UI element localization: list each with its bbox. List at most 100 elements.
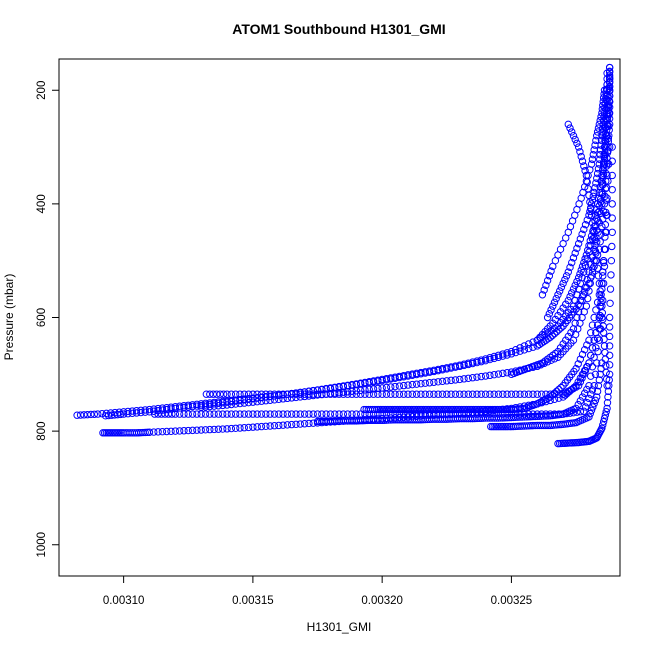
- data-point: [339, 388, 348, 396]
- data-point: [554, 291, 562, 299]
- data-point: [516, 390, 524, 398]
- data-point: [591, 236, 600, 244]
- data-point: [599, 296, 607, 305]
- data-point: [592, 306, 600, 314]
- data-point: [425, 390, 434, 398]
- data-point: [404, 371, 412, 379]
- data-point: [594, 228, 602, 236]
- data-point: [400, 371, 408, 380]
- data-point: [210, 425, 218, 434]
- data-point: [253, 390, 261, 398]
- data-point: [580, 345, 589, 354]
- data-point: [231, 400, 240, 408]
- data-point: [417, 379, 425, 388]
- data-point: [361, 390, 369, 398]
- data-point: [305, 390, 313, 398]
- data-point: [566, 263, 574, 272]
- data-point: [585, 359, 593, 367]
- data-point: [197, 426, 205, 434]
- data-point: [589, 264, 597, 272]
- data-point: [460, 360, 468, 368]
- data-point: [599, 94, 608, 102]
- data-point: [468, 374, 477, 382]
- data-point: [309, 410, 317, 418]
- x-tick-label: 0.00315: [232, 595, 274, 607]
- data-point: [585, 211, 593, 219]
- data-point: [197, 410, 205, 418]
- data-point: [605, 73, 614, 81]
- data-point: [378, 375, 386, 384]
- data-point: [434, 378, 442, 386]
- data-point: [296, 390, 304, 398]
- data-point: [583, 363, 591, 371]
- data-point: [593, 174, 601, 183]
- data-point: [335, 410, 343, 418]
- data-point: [581, 255, 589, 263]
- data-point: [171, 427, 180, 435]
- data-point: [601, 233, 609, 241]
- data-point: [589, 226, 597, 235]
- data-point: [292, 420, 300, 429]
- data-point: [447, 390, 455, 398]
- data-point: [404, 381, 412, 389]
- data-point: [219, 390, 228, 398]
- data-point: [425, 379, 434, 387]
- data-point: [576, 355, 585, 363]
- data-point: [538, 291, 547, 299]
- data-point: [580, 389, 589, 397]
- data-point: [559, 393, 567, 401]
- data-point: [594, 347, 602, 356]
- data-point: [603, 381, 611, 390]
- data-point: [223, 401, 231, 409]
- data-point: [412, 369, 421, 378]
- data-point: [206, 400, 214, 409]
- data-point: [490, 390, 498, 398]
- data-point: [587, 200, 596, 208]
- data-point: [555, 287, 564, 295]
- data-point: [520, 346, 529, 354]
- data-point: [322, 410, 330, 418]
- data-point: [227, 424, 236, 433]
- data-point: [219, 410, 227, 418]
- data-point: [568, 289, 576, 297]
- data-point: [569, 285, 578, 293]
- data-point: [175, 410, 184, 418]
- data-point: [128, 409, 136, 418]
- data-point: [592, 249, 600, 257]
- data-point: [309, 390, 317, 398]
- data-point: [605, 342, 614, 350]
- data-point: [296, 410, 304, 418]
- data-point: [597, 298, 605, 307]
- data-point: [576, 378, 585, 386]
- data-point: [607, 256, 616, 265]
- data-point: [599, 97, 607, 106]
- data-point: [602, 408, 610, 416]
- data-point: [580, 225, 588, 234]
- data-point: [421, 390, 429, 398]
- data-point: [249, 398, 257, 406]
- data-point: [596, 155, 604, 164]
- data-point: [253, 423, 261, 431]
- data-point: [73, 411, 81, 419]
- data-point: [578, 393, 587, 401]
- data-point: [339, 390, 348, 398]
- data-point: [557, 383, 565, 392]
- data-point: [603, 404, 611, 413]
- data-point: [577, 266, 585, 274]
- data-point: [606, 299, 614, 307]
- data-point: [576, 148, 584, 156]
- data-point: [571, 249, 579, 257]
- data-point: [588, 219, 597, 227]
- data-point: [545, 310, 554, 318]
- data-point: [236, 399, 244, 408]
- data-point: [90, 410, 99, 418]
- data-point: [408, 370, 417, 378]
- data-point: [572, 364, 580, 373]
- data-point: [564, 268, 572, 276]
- data-point: [287, 410, 296, 418]
- data-point: [223, 390, 231, 398]
- data-point: [551, 315, 560, 324]
- data-point: [604, 387, 613, 396]
- data-point: [300, 390, 309, 398]
- data-point: [583, 246, 592, 254]
